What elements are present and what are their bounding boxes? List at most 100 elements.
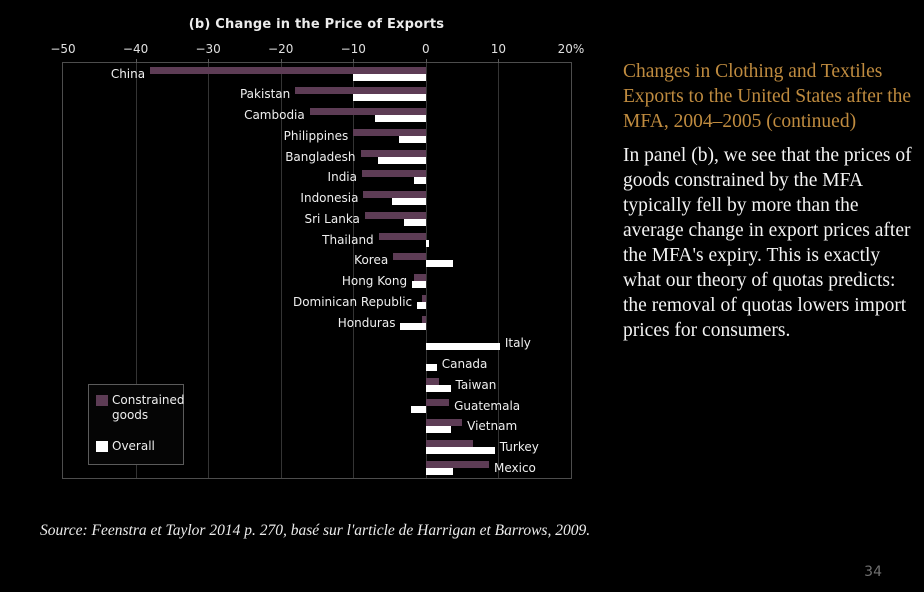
x-tick-label: −30 [195,42,221,56]
country-label: Italy [504,336,531,351]
bar-overall [353,94,426,102]
legend-item-overall: Overall [96,439,177,454]
bar-constrained [425,440,473,447]
bar-constrained [425,460,489,468]
chart-row-taiwan: Taiwan [63,374,571,395]
chart-row-hong-kong: Hong Kong [63,271,571,292]
x-tick-label: −20 [268,42,294,56]
x-tick-label: 10 [490,42,507,56]
bar-constrained [309,108,426,115]
bar-overall [412,281,426,288]
chart-row-india: India [63,167,571,188]
bar-constrained [422,294,426,302]
country-label: Canada [441,357,488,371]
country-label: Taiwan [455,377,497,392]
bar-constrained [364,211,426,219]
legend-item-constrained-goods: Constrained goods [96,393,185,423]
constrained-goods-swatch-icon [96,395,108,406]
country-label: Thailand [322,232,374,247]
bar-overall [425,384,451,392]
bar-constrained [360,149,426,157]
chart-row-pakistan: Pakistan [63,84,571,105]
bar-constrained [425,398,450,406]
country-label: Vietnam [467,419,518,434]
country-label: Dominican Republic [292,294,413,309]
bar-overall [425,343,500,351]
bar-constrained [378,232,426,240]
x-tick-label: −40 [122,42,149,56]
bar-overall [391,198,426,205]
chart-row-thailand: Thailand [63,229,571,250]
gridline-0 [425,63,427,478]
gridline-10 [498,63,500,478]
chart-row-honduras: Honduras [63,312,571,333]
legend-label: Constrained goods [112,393,185,422]
side-text-panel: Changes in Clothing and Textiles Exports… [623,59,916,343]
tick-mark--40 [135,59,137,63]
gridline--40 [135,63,137,478]
bar-overall [399,135,426,143]
chart-title: (b) Change in the Price of Exports [188,17,445,32]
tick-mark--20 [280,59,282,63]
source-citation: Source: Feenstra et Taylor 2014 p. 270, … [40,522,591,539]
overall-swatch-icon [96,441,108,452]
bar-overall [404,218,426,226]
country-label: Sri Lanka [304,211,360,226]
gridline--10 [353,63,355,478]
chart-row-korea: Korea [63,250,571,271]
country-label: Honduras [337,315,396,330]
country-label: Turkey [499,440,539,454]
bar-constrained [422,315,426,323]
gridline--20 [280,63,282,478]
slide-heading: Changes in Clothing and Textiles Exports… [623,61,912,132]
bar-constrained [353,128,426,136]
country-label: Indonesia [300,191,359,205]
chart-legend: Constrained goods Overall [88,384,185,465]
tick-mark-0 [425,59,427,63]
bar-constrained [425,377,439,385]
chart-row-vietnam: Vietnam [63,416,571,437]
chart-row-china: China [63,63,571,84]
bar-overall [400,322,426,330]
country-label: Hong Kong [341,274,408,288]
chart-row-dominican-republic: Dominican Republic [63,291,571,312]
chart-row-italy: Italy [63,333,571,354]
bar-overall [377,156,426,164]
bar-overall [413,177,426,185]
bar-overall [425,467,453,475]
chart-row-philippines: Philippines [63,125,571,146]
bar-overall [417,301,426,309]
gridline--30 [208,63,210,478]
page-number: 34 [864,564,882,580]
country-label: Bangladesh [285,149,356,164]
chart-row-indonesia: Indonesia [63,188,571,209]
x-tick-label: 20% [557,42,585,56]
bar-overall [410,405,426,413]
bar-overall [353,73,426,81]
tick-mark--10 [353,59,355,63]
country-label: Guatemala [454,398,521,413]
slide-body-text: In panel (b), we see that the prices of … [623,145,912,341]
bar-overall [425,447,495,454]
country-label: China [110,66,146,81]
bar-constrained [295,87,426,95]
bar-constrained [413,274,426,281]
chart-row-turkey: Turkey [63,437,571,458]
chart-row-guatemala: Guatemala [63,395,571,416]
legend-label: Overall [112,439,155,453]
country-label: Cambodia [244,108,305,122]
country-label: Philippines [283,128,349,143]
bar-constrained [393,253,426,261]
tick-mark-10 [498,59,500,63]
bar-constrained [363,191,426,198]
bar-overall [425,426,451,434]
x-tick-label: −10 [340,42,366,56]
country-label: Pakistan [239,87,291,102]
bar-overall [425,364,437,371]
bar-overall [425,239,430,247]
chart-row-bangladesh: Bangladesh [63,146,571,167]
bar-overall [425,260,453,268]
x-tick-label: −50 [50,42,76,56]
country-label: Korea [354,253,389,268]
